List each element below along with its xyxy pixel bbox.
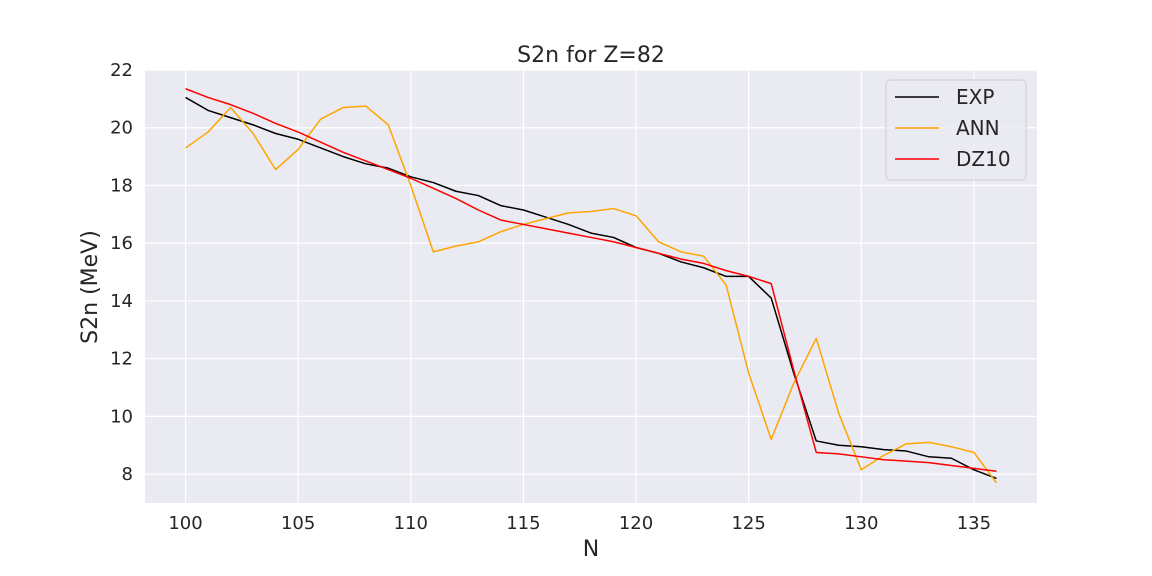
y-axis-label: S2n (MeV) [78, 230, 103, 344]
x-tick-label: 125 [731, 513, 765, 534]
series-lines [185, 88, 998, 484]
x-tick-label: 100 [168, 513, 202, 534]
y-tick-label: 20 [110, 118, 133, 139]
x-tick-label: 115 [506, 513, 540, 534]
legend-label-ann: ANN [956, 116, 1000, 140]
x-tick-label: 130 [844, 513, 878, 534]
y-tick-label: 12 [110, 349, 133, 370]
y-tick-labels: 8 10 12 14 16 18 20 22 [110, 60, 133, 485]
legend: EXP ANN DZ10 [885, 79, 1027, 181]
y-tick-label: 14 [110, 291, 133, 312]
series-line-dz10 [185, 88, 997, 472]
legend-label-dz10: DZ10 [956, 147, 1011, 171]
y-tick-label: 18 [110, 175, 133, 196]
legend-label-exp: EXP [956, 85, 994, 109]
series-line-ann [185, 105, 998, 484]
x-tick-label: 105 [281, 513, 315, 534]
grid [145, 69, 1037, 503]
x-tick-label: 135 [957, 513, 991, 534]
x-axis-label: N [583, 537, 599, 562]
x-tick-label: 110 [394, 513, 428, 534]
legend-box [885, 79, 1027, 181]
chart-title: S2n for Z=82 [517, 43, 665, 68]
y-tick-label: 8 [122, 464, 133, 485]
y-tick-label: 10 [110, 406, 133, 427]
y-tick-label: 22 [110, 60, 133, 81]
series-line-exp [185, 96, 997, 480]
x-tick-labels: 100 105 110 115 120 125 130 135 [168, 513, 991, 534]
x-tick-label: 120 [619, 513, 653, 534]
y-tick-label: 16 [110, 233, 133, 254]
